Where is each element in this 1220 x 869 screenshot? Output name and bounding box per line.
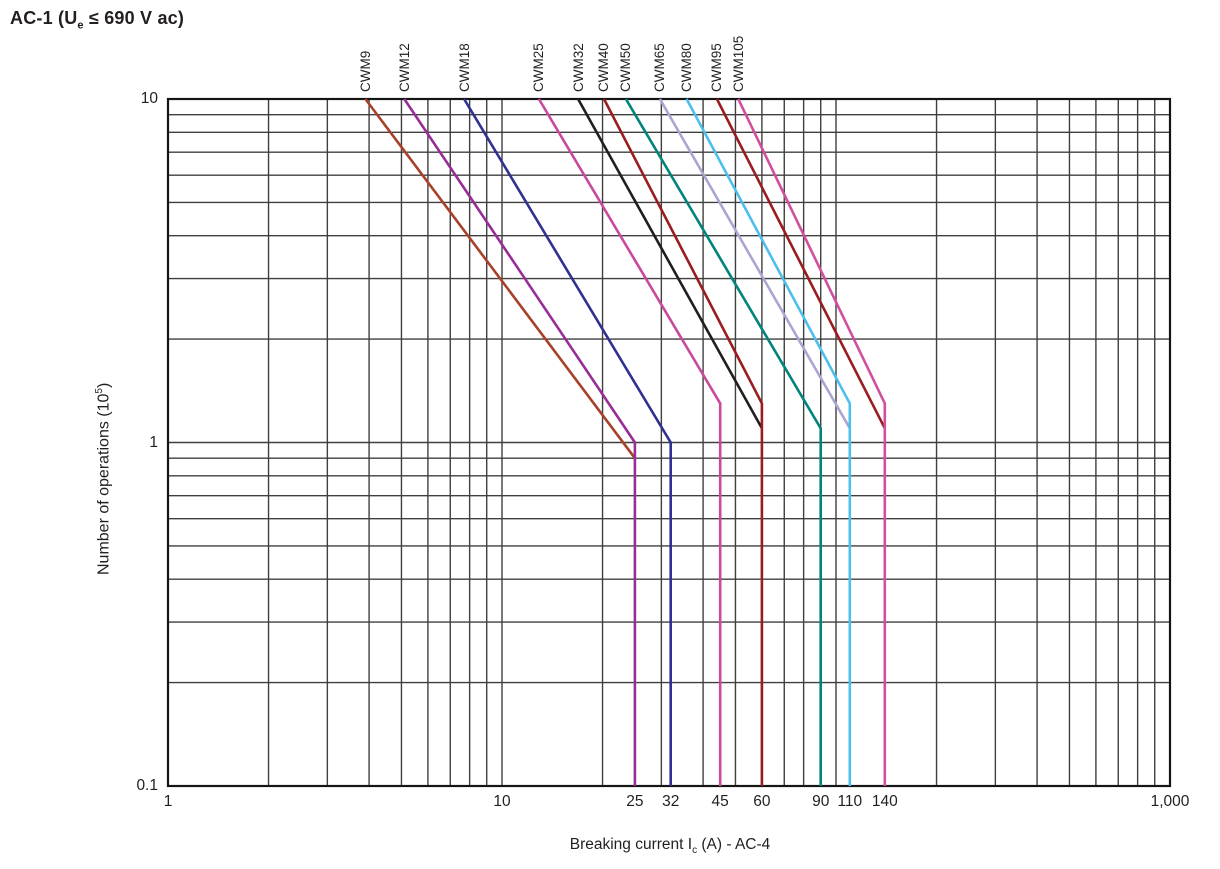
y-tick-label-0.1: 0.1 (136, 777, 158, 794)
curve-label-CWM25: CWM25 (531, 43, 547, 92)
x-tick-label-10: 10 (493, 793, 511, 810)
curve-CWM50 (624, 98, 823, 786)
y-tick-label-10: 10 (140, 90, 158, 107)
curve-label-CWM12: CWM12 (396, 43, 412, 92)
chart-title-text: AC-1 (U (10, 8, 78, 28)
curve-label-CWM32: CWM32 (570, 43, 586, 92)
curve-CWM95 (715, 98, 886, 429)
curve-label-CWM50: CWM50 (618, 43, 634, 92)
x-tick-label-1: 1 (163, 793, 173, 810)
x-tick-label-1,000: 1,000 (1150, 793, 1190, 810)
x-axis-title-subscript: c (692, 845, 698, 857)
curve-CWM40 (602, 98, 764, 786)
plot-border (166, 97, 1172, 788)
x-axis-title-suffix: (A) - AC-4 (697, 836, 771, 853)
x-current-label-45: 45 (711, 793, 729, 810)
curve-label-CWM40: CWM40 (596, 43, 612, 92)
x-current-label-140: 140 (871, 793, 898, 810)
x-current-label-25: 25 (626, 793, 644, 810)
y-axis-title-superscript: 5 (94, 388, 105, 394)
curve-CWM32 (576, 98, 764, 429)
curve-CWM18 (462, 98, 673, 786)
curve-label-CWM65: CWM65 (652, 43, 668, 92)
x-current-label-60: 60 (753, 793, 771, 810)
x-current-label-32: 32 (662, 793, 680, 810)
y-axis-title-text: Number of operations (10 (95, 393, 113, 575)
chart-title: AC-1 (Ue ≤ 690 V ac) (10, 8, 184, 32)
x-axis-title-text: Breaking current I (569, 836, 693, 853)
chart-title-subscript: e (77, 19, 84, 32)
y-axis-title-suffix: ) (95, 382, 113, 388)
curve-label-CWM95: CWM95 (709, 43, 725, 92)
curve-CWM12 (403, 98, 637, 786)
curve-label-CWM9: CWM9 (357, 50, 373, 92)
curve-CWM65 (658, 98, 851, 429)
y-axis-title: Number of operations (105) (94, 383, 113, 575)
curve-CWM25 (537, 98, 722, 786)
curve-label-CWM105: CWM105 (730, 35, 746, 92)
curve-CWM9 (364, 98, 636, 459)
x-current-label-110: 110 (837, 793, 863, 810)
curve-label-CWM80: CWM80 (679, 43, 695, 92)
y-tick-label-1: 1 (149, 433, 158, 451)
x-current-label-90: 90 (812, 793, 830, 810)
chart-title-suffix: ≤ 690 V ac) (83, 8, 185, 28)
curve-CWM105 (737, 98, 887, 786)
x-axis-title: Breaking current Ic (A) - AC-4 (570, 836, 771, 856)
curve-CWM80 (685, 98, 852, 786)
curve-label-CWM18: CWM18 (456, 43, 472, 92)
